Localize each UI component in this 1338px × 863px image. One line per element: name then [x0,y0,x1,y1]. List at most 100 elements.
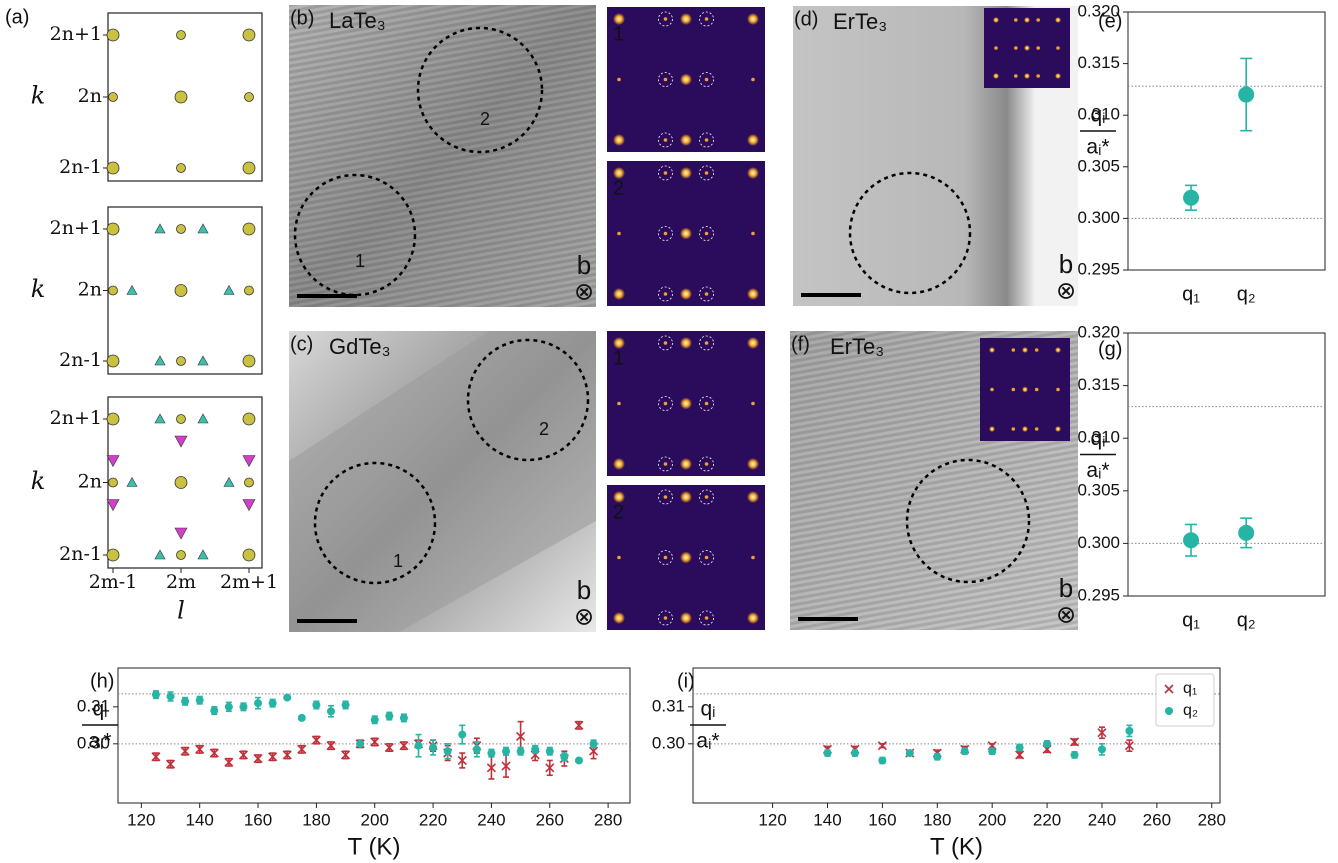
diffraction-spot [664,402,668,406]
data-point [429,744,437,752]
bragg-peak [109,93,118,102]
diffraction-label: 1 [613,347,624,369]
material-label: ErTe₃ [830,334,884,359]
x-tick-label: 140 [185,810,213,829]
diffraction-spot [751,402,755,406]
data-point [1238,525,1254,541]
x-tick-label: 220 [1033,810,1061,829]
diffraction-spot [1014,18,1018,22]
diffraction-spot [664,556,668,560]
x-tick-label: 240 [1088,810,1116,829]
diffraction-spot [747,458,759,470]
diffraction-spot [705,171,709,175]
data-point [269,699,277,707]
col-label: 2m+1 [220,571,278,593]
plot-frame [1128,333,1325,596]
diffraction-spot [1035,388,1039,392]
y-axis-label: k [31,275,46,303]
diffraction-spot [680,167,692,179]
y-tick-label: 0.300 [1077,208,1120,227]
data-point [473,745,481,753]
data-point [312,701,320,709]
figure: (a)2n+12n2n-1k2n+12n2n-1k2n+12n2n-1k2m-1… [0,0,1338,863]
diffraction-spot [664,292,668,296]
data-point [356,740,364,748]
data-point [502,747,510,755]
texture [289,5,596,307]
diffraction-spot [1024,17,1030,23]
diffraction-spot [613,612,625,624]
panel-label: (f) [791,333,810,355]
diffraction-spot [1014,46,1018,50]
data-point [327,707,335,715]
cdw-peak-down [107,456,119,467]
data-point [152,691,160,699]
data-point [546,747,554,755]
diffraction-spot [747,337,759,349]
diffraction-spot [1014,74,1018,78]
bragg-peak [177,164,186,173]
x-tick-label: q₂ [1237,609,1256,631]
x-tick-label: 200 [978,810,1006,829]
diffraction-spot [664,78,668,82]
row-label: 2n [78,471,102,493]
diffraction-spot [705,138,709,142]
data-point [1238,87,1254,103]
diffraction-spot [993,17,999,23]
diffraction-spot [1024,73,1030,79]
bragg-peak [243,549,255,561]
x-tick-label: 120 [758,810,786,829]
data-point [575,756,583,764]
region-label: 1 [393,551,403,571]
bragg-peak [245,478,254,487]
diffraction-spot [664,232,668,236]
axis-label: b [577,575,591,605]
y-label-num: qᵢ [93,698,108,721]
x-tick-label: 180 [923,810,951,829]
data-point [487,749,495,757]
cdw-peak [224,478,234,487]
x-tick-label: 240 [477,810,505,829]
x-tick-label: 140 [813,810,841,829]
diffraction-label: 2 [613,177,624,199]
axis-symbol: ⊗ [574,278,594,305]
diffraction-spot [680,74,692,86]
diffraction-spot [1022,426,1028,432]
data-point [385,712,393,720]
panel-label: (d) [794,8,818,30]
diffraction-spot [664,616,668,620]
col-label: 2m-1 [89,571,138,593]
data-point [225,703,233,711]
plot-frame [118,668,630,803]
bragg-peak [243,223,255,235]
data-point [933,753,941,761]
diffraction-spot [1056,388,1060,392]
legend-marker [1165,707,1173,715]
cdw-peak-down [107,500,119,511]
diffraction-spot [680,458,692,470]
data-point [181,697,189,705]
y-tick-label: 0.315 [1077,53,1120,72]
data-point [878,756,886,764]
diffraction-spot [680,552,692,564]
diffraction-spot [664,341,668,345]
data-point [400,714,408,722]
diffraction-spot [1055,347,1061,353]
plot-frame [693,668,1220,803]
axis-symbol: ⊗ [1056,277,1076,304]
row-label: 2n-1 [59,349,102,371]
bragg-peak [243,413,255,425]
legend-label: q₁ [1183,680,1197,697]
axis-label: b [1059,573,1073,603]
diffraction-spot [747,13,759,25]
diffraction-spot [680,228,692,240]
diffraction-spot [617,402,621,406]
diffraction-spot [705,17,709,21]
diffraction-spot [1036,18,1040,22]
bragg-peak [175,477,187,489]
panel-label: (h) [90,670,114,692]
data-point [1125,727,1133,735]
bragg-peak [243,29,255,41]
data-point [1183,532,1199,548]
data-point [458,731,466,739]
